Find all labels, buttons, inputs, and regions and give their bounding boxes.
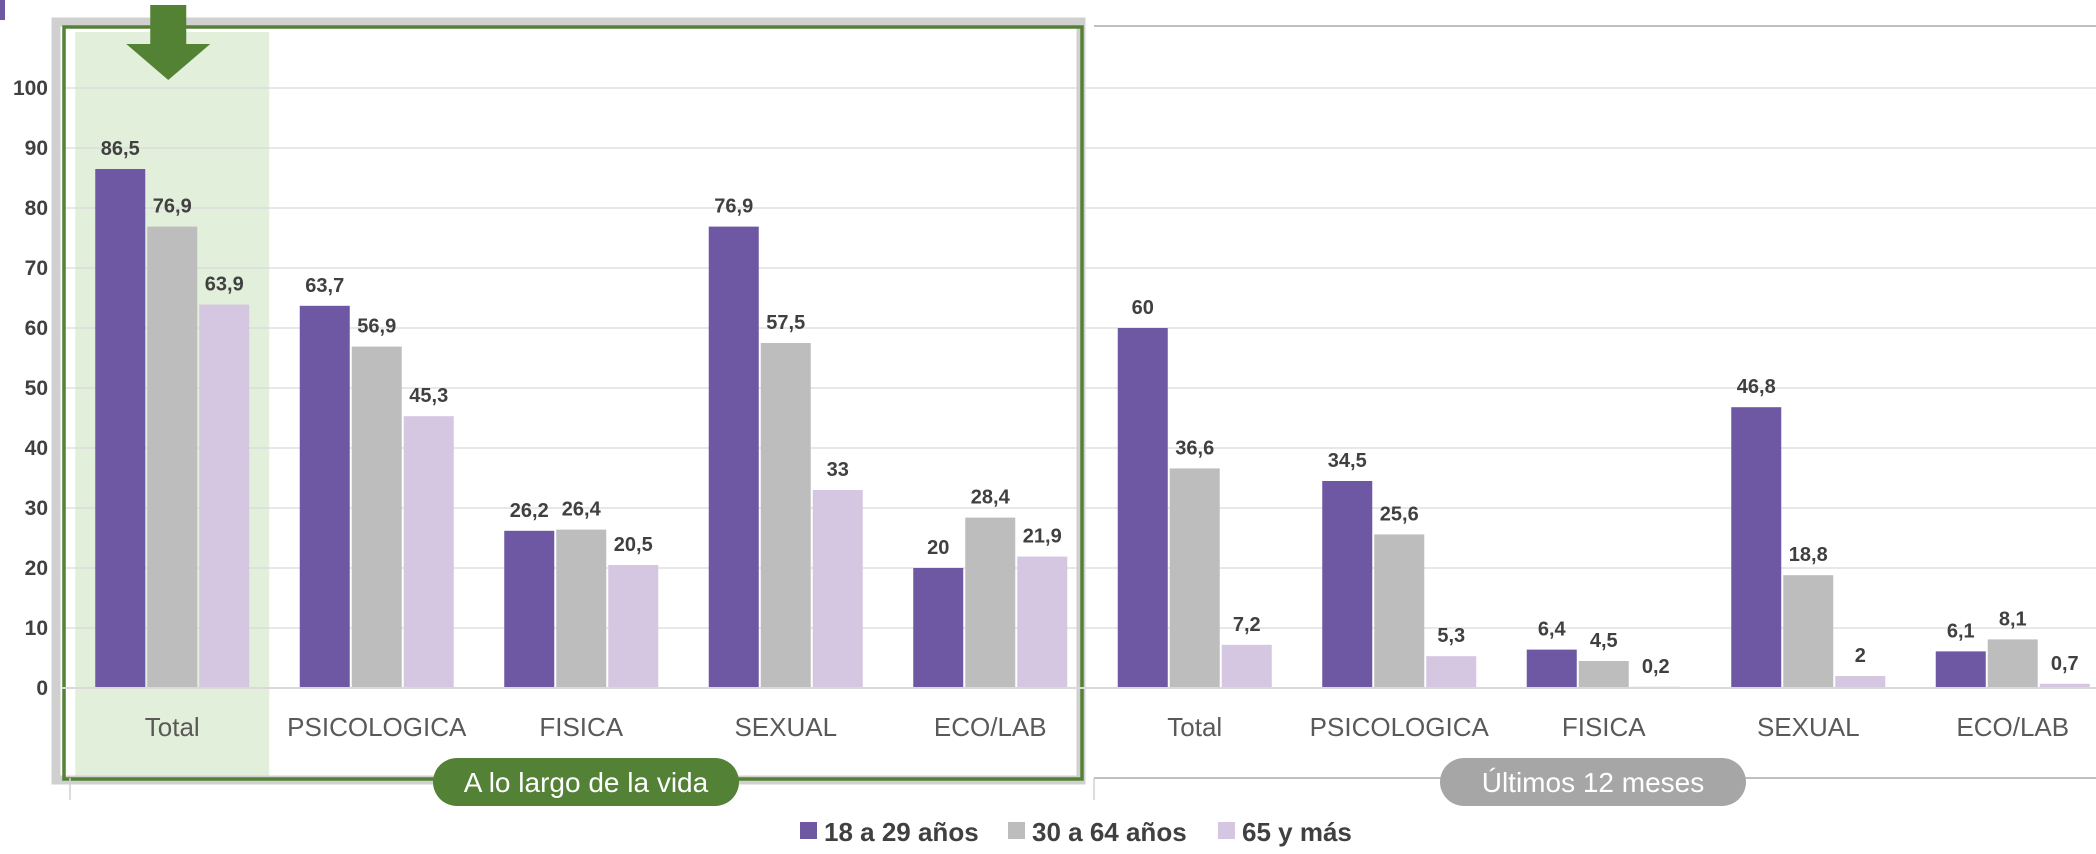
data-label: 33 bbox=[827, 459, 849, 481]
data-label: 45,3 bbox=[409, 385, 448, 407]
data-label: 63,7 bbox=[305, 275, 344, 297]
bar bbox=[1935, 651, 1986, 688]
y-tick-label: 60 bbox=[25, 317, 48, 340]
bar bbox=[95, 169, 146, 688]
y-tick-label: 70 bbox=[25, 257, 48, 280]
data-label: 76,9 bbox=[153, 196, 192, 218]
data-label: 6,1 bbox=[1947, 620, 1975, 642]
legend: 18 a 29 años 30 a 64 años 65 y más bbox=[800, 817, 1352, 847]
bar bbox=[403, 416, 454, 688]
panel-label: A lo largo de la vida bbox=[464, 767, 709, 798]
category-label: PSICOLOGICA bbox=[1310, 712, 1490, 742]
bars bbox=[95, 169, 2090, 688]
data-label: 20 bbox=[927, 537, 949, 559]
data-label: 26,2 bbox=[510, 500, 549, 522]
down-arrow-icon bbox=[126, 5, 211, 80]
category-label: FISICA bbox=[1562, 712, 1646, 742]
category-label: ECO/LAB bbox=[1956, 712, 2069, 742]
y-tick-label: 0 bbox=[36, 677, 48, 700]
y-tick-label: 10 bbox=[25, 617, 48, 640]
bar bbox=[708, 226, 759, 688]
data-label: 76,9 bbox=[714, 196, 753, 218]
data-label: 26,4 bbox=[562, 499, 602, 521]
bar bbox=[608, 565, 659, 688]
data-label: 0,2 bbox=[1642, 656, 1670, 678]
data-label: 5,3 bbox=[1437, 625, 1465, 647]
y-tick-label: 100 bbox=[13, 77, 48, 100]
bar bbox=[1783, 575, 1834, 688]
y-tick-label: 90 bbox=[25, 137, 48, 160]
bar bbox=[1017, 556, 1068, 688]
bar bbox=[1578, 661, 1629, 688]
data-label: 20,5 bbox=[614, 534, 653, 556]
category-label: PSICOLOGICA bbox=[287, 712, 467, 742]
bar bbox=[1221, 644, 1272, 688]
category-label: ECO/LAB bbox=[934, 712, 1047, 742]
data-label: 34,5 bbox=[1328, 450, 1367, 472]
data-label: 0,7 bbox=[2051, 653, 2079, 675]
bar bbox=[199, 304, 250, 688]
panel-labels: A lo largo de la vida Últimos 12 meses bbox=[433, 758, 1746, 806]
bar bbox=[351, 346, 402, 688]
data-label: 7,2 bbox=[1233, 614, 1261, 636]
data-label: 57,5 bbox=[766, 312, 805, 334]
category-label: Total bbox=[1167, 712, 1222, 742]
data-label: 28,4 bbox=[971, 487, 1011, 509]
bar bbox=[913, 568, 964, 688]
data-label: 6,4 bbox=[1538, 619, 1567, 641]
bar bbox=[1169, 468, 1220, 688]
legend-label: 18 a 29 años bbox=[824, 817, 979, 847]
bar bbox=[965, 517, 1016, 688]
panel-label-pill-lifetime bbox=[433, 758, 739, 806]
bar bbox=[1374, 534, 1425, 688]
panel-label: Últimos 12 meses bbox=[1482, 767, 1705, 798]
category-label: SEXUAL bbox=[1757, 712, 1860, 742]
panel-label-pill-12m bbox=[1440, 758, 1746, 806]
bar bbox=[812, 490, 863, 688]
bar bbox=[2039, 683, 2090, 688]
y-tick-label: 20 bbox=[25, 557, 48, 580]
legend-swatch bbox=[800, 822, 817, 839]
data-label: 4,5 bbox=[1590, 630, 1618, 652]
bar bbox=[1731, 407, 1782, 688]
corner-accent bbox=[0, 0, 5, 20]
data-labels: 86,576,963,9 63,756,945,326,2 26,420,576,9… bbox=[101, 138, 2079, 678]
bar bbox=[299, 305, 350, 688]
bar bbox=[504, 530, 555, 688]
legend-label: 30 a 64 años bbox=[1032, 817, 1187, 847]
data-label: 56,9 bbox=[357, 316, 396, 338]
data-label: 2 bbox=[1855, 645, 1866, 667]
legend-label: 65 y más bbox=[1242, 817, 1352, 847]
data-label: 46,8 bbox=[1737, 376, 1776, 398]
bar bbox=[1835, 676, 1886, 688]
category-label: Total bbox=[145, 712, 200, 742]
bar bbox=[1526, 649, 1577, 688]
y-tick-label: 50 bbox=[25, 377, 48, 400]
bar bbox=[1322, 481, 1373, 688]
category-label: FISICA bbox=[539, 712, 623, 742]
bar bbox=[147, 226, 198, 688]
bar bbox=[760, 343, 811, 688]
bar bbox=[556, 529, 607, 688]
data-label: 63,9 bbox=[205, 274, 244, 296]
data-label: 21,9 bbox=[1023, 526, 1062, 548]
legend-swatch bbox=[1008, 822, 1025, 839]
data-label: 18,8 bbox=[1789, 544, 1828, 566]
bar bbox=[1987, 639, 2038, 688]
data-label: 36,6 bbox=[1175, 437, 1214, 459]
axes: 0 10 20 30 40 50 60 70 80 90 100 Total PSICOLOGICA FI… bbox=[13, 77, 2096, 742]
y-tick-label: 80 bbox=[25, 197, 48, 220]
data-label: 60 bbox=[1132, 297, 1154, 319]
y-tick-label: 40 bbox=[25, 437, 48, 460]
bar bbox=[1117, 328, 1168, 688]
y-tick-label: 30 bbox=[25, 497, 48, 520]
data-label: 25,6 bbox=[1380, 503, 1419, 525]
data-label: 86,5 bbox=[101, 138, 140, 160]
data-label: 8,1 bbox=[1999, 608, 2027, 630]
bar bbox=[1426, 656, 1477, 688]
legend-swatch bbox=[1218, 822, 1235, 839]
category-label: SEXUAL bbox=[734, 712, 837, 742]
